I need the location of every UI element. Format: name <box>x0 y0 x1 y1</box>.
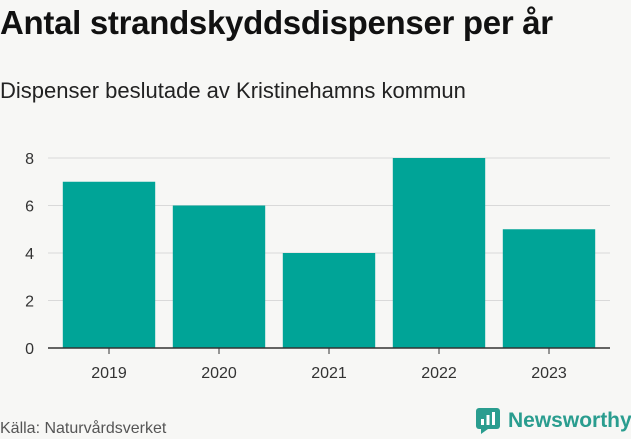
newsworthy-logo-icon <box>476 408 500 434</box>
y-tick-label: 2 <box>25 294 34 311</box>
y-tick-label: 6 <box>25 199 34 216</box>
x-tick-label: 2019 <box>91 365 127 382</box>
bar-2022 <box>392 158 486 348</box>
x-tick-label: 2023 <box>531 365 567 382</box>
chart-subtitle: Dispenser beslutade av Kristinehamns kom… <box>0 78 466 103</box>
y-tick-label: 0 <box>25 341 34 358</box>
bar-2021 <box>282 253 376 348</box>
bar-2023 <box>502 229 596 348</box>
bar-chart: 0 2 4 6 8 2019 2020 2021 2022 2023 <box>25 151 610 382</box>
bar-2020 <box>172 205 266 348</box>
bar-2019 <box>62 181 156 348</box>
y-tick-label: 4 <box>25 246 34 263</box>
x-tick-label: 2021 <box>311 365 347 382</box>
brand-name: Newsworthy <box>508 409 631 432</box>
y-tick-label: 8 <box>25 151 34 168</box>
x-tick-label: 2020 <box>201 365 237 382</box>
brand-logo: Newsworthy <box>476 408 631 434</box>
source-note: Källa: Naturvårdsverket <box>0 420 167 437</box>
x-tick-label: 2022 <box>421 365 457 382</box>
chart-title: Antal strandskyddsdispenser per år <box>0 4 553 41</box>
